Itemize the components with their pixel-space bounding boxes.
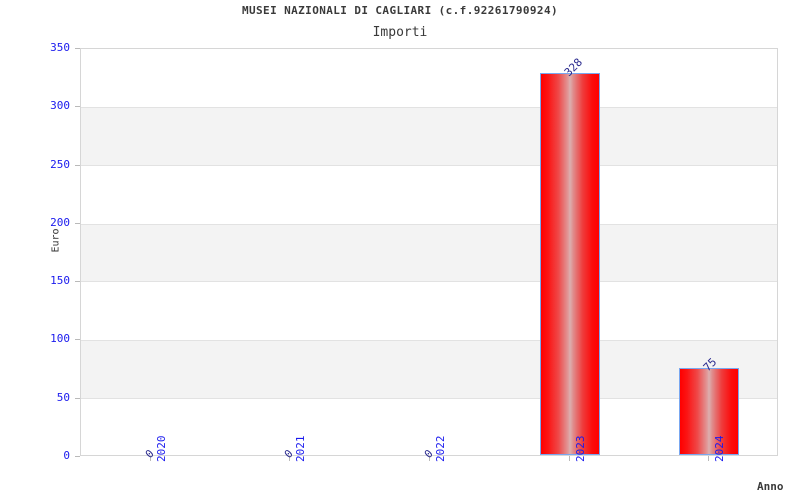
x-axis-label: Anno [757,480,784,493]
x-tick-label: 2021 [294,435,308,463]
y-tick-mark [75,397,80,399]
x-tick-mark [708,456,710,461]
y-tick-mark [75,48,80,49]
y-tick-label: 0 [63,449,70,462]
y-tick-label: 250 [50,157,70,171]
y-tick-mark [75,106,80,108]
bar[interactable] [679,367,740,455]
y-tick-mark [75,339,80,341]
chart-title: MUSEI NAZIONALI DI CAGLIARI (c.f.9226179… [241,4,558,17]
x-tick-mark [568,456,570,461]
grid-band [81,107,777,166]
y-tick-label: 50 [56,390,70,404]
chart-subtitle: Importi [372,25,428,40]
x-tick-label: 2024 [713,435,727,463]
y-tick-mark [75,222,80,224]
y-tick-label: 350 [50,41,70,54]
y-axis-label: Euro [50,228,62,253]
y-tick-mark [75,281,80,283]
x-tick-mark [149,456,151,461]
y-tick-label: 150 [50,274,70,288]
y-tick-mark [75,456,80,457]
x-tick-mark [289,456,291,461]
x-tick-label: 2023 [573,435,587,463]
grid-band [81,223,777,283]
y-tick-label: 200 [50,215,70,229]
x-tick-label: 2022 [434,435,447,463]
plot-area [80,48,778,456]
x-tick-label: 2020 [154,435,168,463]
y-tick-mark [75,164,80,166]
y-tick-label: 100 [50,332,70,346]
y-tick-label: 300 [50,99,70,113]
x-tick-mark [429,456,430,461]
grid-band [81,340,777,399]
bar[interactable] [539,72,600,455]
